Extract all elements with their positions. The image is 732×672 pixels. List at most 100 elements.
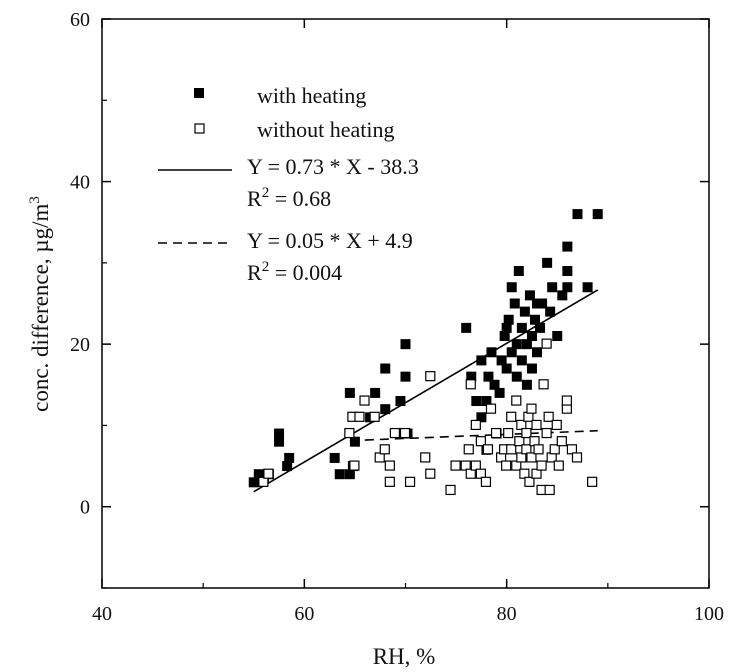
point-with-heating xyxy=(552,331,563,342)
point-with-heating xyxy=(334,469,345,480)
point-without-heating xyxy=(549,444,560,455)
point-without-heating xyxy=(475,436,486,447)
point-with-heating xyxy=(547,282,558,293)
point-with-heating xyxy=(248,477,259,488)
point-with-heating xyxy=(526,331,537,342)
point-without-heating xyxy=(490,427,502,439)
point-without-heating xyxy=(384,460,395,471)
point-without-heating xyxy=(541,338,552,349)
point-with-heating xyxy=(499,331,510,342)
point-with-heating xyxy=(486,347,497,358)
point-with-heating xyxy=(400,339,411,350)
point-with-heating xyxy=(471,396,482,407)
point-with-heating xyxy=(476,412,487,423)
y-axis-title: conc. difference, µg/m3 xyxy=(27,196,53,412)
point-with-heating xyxy=(489,379,500,390)
point-with-heating xyxy=(344,387,355,398)
point-with-heating xyxy=(532,298,543,309)
point-with-heating xyxy=(483,371,494,382)
point-with-heating xyxy=(274,428,285,439)
point-without-heating xyxy=(420,452,431,463)
point-without-heating xyxy=(369,411,380,422)
point-without-heating xyxy=(465,379,476,390)
point-without-heating xyxy=(399,427,411,439)
data-points xyxy=(248,209,603,496)
plot-frame xyxy=(101,18,710,589)
point-with-heating xyxy=(253,469,264,480)
point-with-heating xyxy=(516,322,527,333)
legend: with heating without heating Y = 0.73 * … xyxy=(158,83,419,285)
point-without-heating xyxy=(544,484,555,496)
axis-tick-labels: 40 60 80 100 0 20 40 60 xyxy=(70,9,724,625)
point-with-heating xyxy=(284,452,295,463)
point-without-heating xyxy=(536,460,547,471)
legend-fit2-r2: R2 = 0.004 xyxy=(247,259,342,285)
point-without-heating xyxy=(506,411,517,422)
point-without-heating xyxy=(521,427,532,439)
point-with-heating xyxy=(349,436,360,447)
point-without-heating xyxy=(561,395,572,406)
point-without-heating xyxy=(503,427,514,439)
point-without-heating xyxy=(526,452,537,463)
point-with-heating xyxy=(535,322,546,333)
point-with-heating xyxy=(545,306,556,317)
point-with-heating xyxy=(572,209,583,220)
point-with-heating xyxy=(513,265,524,276)
point-without-heating xyxy=(359,395,370,406)
point-without-heating xyxy=(445,484,456,496)
point-with-heating xyxy=(496,355,507,366)
point-without-heating xyxy=(379,444,390,455)
point-with-heating xyxy=(524,290,535,301)
fit-line-without-heating xyxy=(349,429,598,442)
point-with-heating xyxy=(501,363,512,374)
point-with-heating xyxy=(542,257,553,268)
x-tick-label: 60 xyxy=(294,603,314,625)
point-without-heating xyxy=(501,460,512,471)
point-without-heating xyxy=(450,460,461,471)
point-with-heating xyxy=(494,387,505,398)
point-with-heating xyxy=(400,371,411,382)
point-without-heating xyxy=(354,411,365,422)
point-without-heating xyxy=(511,395,522,406)
point-with-heating xyxy=(501,322,512,333)
point-without-heating xyxy=(263,468,274,479)
point-with-heating xyxy=(344,469,355,480)
point-with-heating xyxy=(521,379,532,390)
point-without-heating xyxy=(524,476,535,487)
point-with-heating xyxy=(592,209,603,220)
y-tick-label: 20 xyxy=(70,334,90,356)
point-with-heating xyxy=(511,339,522,350)
point-with-heating xyxy=(329,452,340,463)
legend-label-with-heating: with heating xyxy=(257,83,366,108)
point-without-heating xyxy=(404,476,416,487)
axis-ticks xyxy=(101,18,710,589)
point-with-heating xyxy=(516,355,527,366)
point-without-heating xyxy=(349,460,360,471)
point-with-heating xyxy=(511,371,522,382)
point-without-heating xyxy=(553,460,564,471)
point-with-heating xyxy=(562,241,573,252)
point-without-heating xyxy=(551,419,562,431)
point-with-heating xyxy=(532,347,543,358)
point-with-heating xyxy=(562,282,573,293)
point-with-heating xyxy=(562,265,573,276)
point-with-heating xyxy=(582,282,593,293)
legend-marker-with-heating xyxy=(194,88,204,98)
point-with-heating xyxy=(526,363,537,374)
point-without-heating xyxy=(344,427,355,439)
legend-marker-without-heating xyxy=(194,123,205,134)
point-with-heating xyxy=(395,396,406,407)
point-without-heating xyxy=(533,444,544,455)
legend-fit1-equation: Y = 0.73 * X - 38.3 xyxy=(247,154,419,179)
legend-fit2-equation: Y = 0.05 * X + 4.9 xyxy=(247,228,413,253)
point-without-heating xyxy=(571,452,583,463)
point-with-heating xyxy=(461,322,472,333)
point-with-heating xyxy=(370,387,381,398)
point-with-heating xyxy=(503,314,514,325)
x-tick-label: 40 xyxy=(92,603,112,625)
point-without-heating xyxy=(543,411,554,422)
point-without-heating xyxy=(425,371,436,382)
point-with-heating xyxy=(506,282,517,293)
x-tick-label: 100 xyxy=(694,603,724,625)
point-with-heating xyxy=(521,339,532,350)
